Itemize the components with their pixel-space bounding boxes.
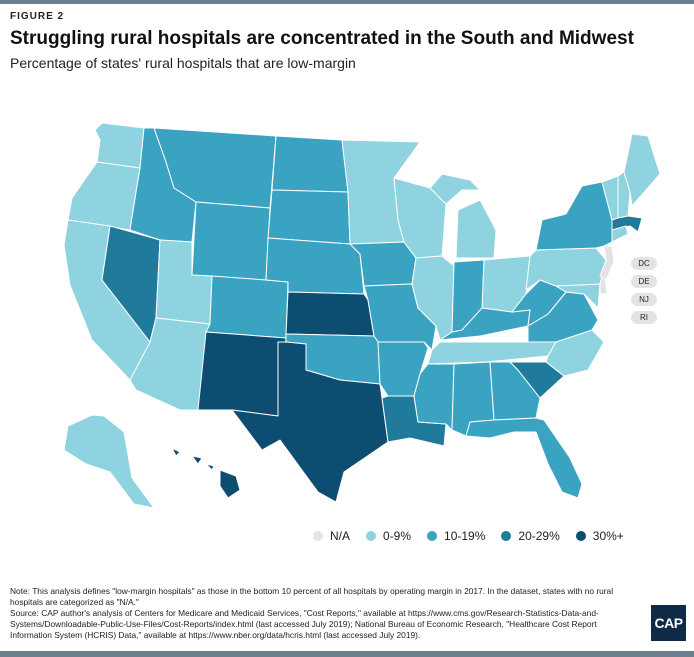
us-map-svg xyxy=(63,122,661,509)
small-state-de: DE xyxy=(631,275,657,288)
state-tx[interactable] xyxy=(231,341,389,503)
figure-subtitle: Percentage of states' rural hospitals th… xyxy=(10,55,356,71)
small-state-ri: RI xyxy=(631,311,657,324)
legend-swatch xyxy=(313,531,323,541)
state-ms[interactable] xyxy=(413,363,455,431)
state-sd[interactable] xyxy=(267,189,351,245)
cap-logo: CAP xyxy=(651,605,686,641)
state-hi[interactable] xyxy=(171,447,241,499)
state-me[interactable] xyxy=(623,133,661,207)
legend-item-30+: 30%+ xyxy=(575,529,624,543)
figure-label: FIGURE 2 xyxy=(10,11,65,22)
state-sc[interactable] xyxy=(509,361,565,399)
legend-label: 20-29% xyxy=(518,529,560,543)
state-ak[interactable] xyxy=(63,414,155,509)
notes: Note: This analysis defines "low-margin … xyxy=(10,586,630,641)
legend-item-na: N/A xyxy=(313,529,350,543)
state-az[interactable] xyxy=(129,317,211,411)
legend-item-0-9: 0-9% xyxy=(366,529,411,543)
small-state-dc: DC xyxy=(631,257,657,270)
legend-item-20-29: 20-29% xyxy=(501,529,560,543)
state-fl[interactable] xyxy=(465,417,583,499)
legend-label: 10-19% xyxy=(444,529,486,543)
legend-swatch xyxy=(501,531,512,541)
us-map xyxy=(0,80,694,520)
legend: N/A 0-9% 10-19% 20-29% 30%+ xyxy=(313,525,640,547)
legend-item-10-19: 10-19% xyxy=(427,529,485,543)
state-co[interactable] xyxy=(205,275,289,339)
legend-label: 30%+ xyxy=(592,529,624,543)
legend-swatch xyxy=(575,531,586,541)
state-ct[interactable] xyxy=(611,225,629,243)
legend-swatch xyxy=(366,531,377,541)
bottom-rule xyxy=(0,651,694,657)
legend-label: N/A xyxy=(330,529,351,543)
small-state-nj: NJ xyxy=(631,293,657,306)
top-rule xyxy=(0,0,694,4)
state-mi[interactable] xyxy=(429,173,497,259)
state-wa[interactable] xyxy=(94,122,145,169)
state-nm[interactable] xyxy=(197,331,287,417)
source-text: Source: CAP author's analysis of Centers… xyxy=(10,608,599,640)
state-tn[interactable] xyxy=(427,341,557,365)
state-ks[interactable] xyxy=(285,291,375,337)
state-ny[interactable] xyxy=(535,181,613,251)
legend-label: 0-9% xyxy=(383,529,412,543)
legend-swatch xyxy=(427,531,438,541)
state-or[interactable] xyxy=(67,161,141,231)
state-nd[interactable] xyxy=(271,135,349,193)
state-wy[interactable] xyxy=(191,201,271,281)
figure-title: Struggling rural hospitals are concentra… xyxy=(10,28,634,49)
note-text: Note: This analysis defines "low-margin … xyxy=(10,586,614,607)
state-nj[interactable] xyxy=(599,245,615,281)
